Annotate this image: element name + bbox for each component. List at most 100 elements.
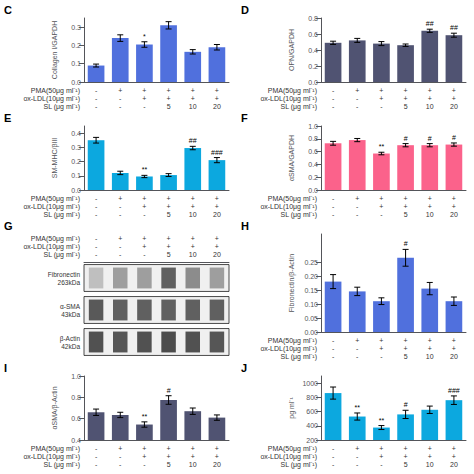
svg-text:Fibronectin: Fibronectin — [48, 271, 81, 278]
svg-text:+: + — [379, 453, 383, 460]
svg-text:+: + — [215, 235, 219, 242]
svg-text:SL (μg ml⁻¹): SL (μg ml⁻¹) — [44, 211, 81, 219]
svg-text:+: + — [191, 195, 195, 202]
svg-text:+: + — [215, 203, 219, 210]
svg-text:+: + — [215, 453, 219, 460]
svg-text:+: + — [428, 195, 432, 202]
svg-text:20: 20 — [213, 211, 221, 218]
svg-text:10: 10 — [426, 461, 434, 468]
svg-text:-: - — [356, 453, 359, 460]
svg-text:ox-LDL(10μg ml⁻¹): ox-LDL(10μg ml⁻¹) — [260, 95, 317, 103]
svg-text:0.3: 0.3 — [71, 24, 81, 31]
svg-text:-: - — [380, 103, 383, 110]
svg-text:+: + — [355, 195, 359, 202]
svg-text:-: - — [119, 95, 122, 102]
svg-text:0.0: 0.0 — [308, 187, 318, 194]
svg-text:-: - — [356, 211, 359, 218]
svg-text:20: 20 — [213, 461, 221, 468]
svg-text:+: + — [191, 243, 195, 250]
svg-text:0.2: 0.2 — [71, 158, 81, 165]
svg-text:+: + — [404, 87, 408, 94]
svg-text:0.8: 0.8 — [308, 135, 318, 142]
svg-text:β-Actin: β-Actin — [60, 335, 81, 343]
svg-text:+: + — [355, 445, 359, 452]
svg-text:**: ** — [142, 413, 148, 420]
svg-text:5: 5 — [404, 461, 408, 468]
svg-text:0.1: 0.1 — [71, 60, 81, 67]
svg-text:0.8: 0.8 — [308, 15, 318, 22]
svg-text:+: + — [355, 337, 359, 344]
svg-text:+: + — [404, 337, 408, 344]
svg-text:-: - — [380, 353, 383, 360]
svg-text:800: 800 — [306, 394, 318, 401]
svg-text:ox-LDL(10μg ml⁻¹): ox-LDL(10μg ml⁻¹) — [23, 453, 80, 461]
svg-text:200: 200 — [306, 437, 318, 444]
svg-text:+: + — [167, 243, 171, 250]
svg-text:+: + — [215, 87, 219, 94]
svg-text:PMA(50μg ml⁻¹): PMA(50μg ml⁻¹) — [268, 337, 317, 345]
svg-text:#: # — [404, 401, 408, 408]
svg-text:0.6: 0.6 — [308, 148, 318, 155]
svg-text:##: ## — [426, 20, 434, 27]
svg-text:+: + — [452, 453, 456, 460]
svg-text:SL (μg ml⁻¹): SL (μg ml⁻¹) — [281, 103, 318, 111]
svg-text:1000: 1000 — [302, 380, 318, 387]
svg-text:0.0: 0.0 — [71, 79, 81, 86]
svg-text:-: - — [119, 251, 122, 258]
svg-text:ox-LDL(10μg ml⁻¹): ox-LDL(10μg ml⁻¹) — [260, 203, 317, 211]
svg-text:-: - — [332, 445, 335, 452]
svg-text:ox-LDL(10μg ml⁻¹): ox-LDL(10μg ml⁻¹) — [260, 453, 317, 461]
svg-text:+: + — [215, 95, 219, 102]
svg-text:+: + — [379, 95, 383, 102]
svg-text:+: + — [379, 337, 383, 344]
svg-text:-: - — [332, 453, 335, 460]
svg-text:+: + — [118, 87, 122, 94]
svg-text:αSMA/β-Actin: αSMA/β-Actin — [51, 386, 59, 429]
svg-text:1.0: 1.0 — [71, 373, 81, 380]
svg-text:-: - — [332, 345, 335, 352]
svg-text:5: 5 — [167, 211, 171, 218]
svg-text:-: - — [356, 461, 359, 468]
svg-text:+: + — [452, 337, 456, 344]
svg-text:+: + — [404, 345, 408, 352]
svg-text:+: + — [355, 87, 359, 94]
svg-text:0.10: 0.10 — [304, 301, 318, 308]
svg-text:Fibronectin/β-Actin: Fibronectin/β-Actin — [288, 254, 296, 313]
svg-text:600: 600 — [306, 408, 318, 415]
svg-text:-: - — [95, 251, 98, 258]
svg-text:-: - — [119, 103, 122, 110]
svg-text:-: - — [95, 461, 98, 468]
svg-text:C: C — [4, 4, 12, 16]
svg-text:#: # — [404, 240, 408, 247]
svg-text:-: - — [356, 353, 359, 360]
svg-text:+: + — [167, 203, 171, 210]
svg-text:0.0: 0.0 — [71, 187, 81, 194]
svg-text:pg ml⁻¹: pg ml⁻¹ — [288, 397, 296, 419]
svg-text:+: + — [404, 203, 408, 210]
svg-text:0.6: 0.6 — [71, 415, 81, 422]
svg-text:H: H — [241, 220, 249, 232]
svg-text:+: + — [379, 87, 383, 94]
svg-text:#: # — [428, 135, 432, 142]
svg-text:PMA(50μg ml⁻¹): PMA(50μg ml⁻¹) — [31, 235, 80, 243]
svg-text:0.3: 0.3 — [71, 144, 81, 151]
svg-text:+: + — [404, 195, 408, 202]
svg-text:PMA(50μg ml⁻¹): PMA(50μg ml⁻¹) — [31, 87, 80, 95]
svg-text:SL (μg ml⁻¹): SL (μg ml⁻¹) — [281, 461, 318, 469]
svg-text:+: + — [215, 243, 219, 250]
svg-text:##: ## — [189, 137, 197, 144]
svg-text:+: + — [428, 445, 432, 452]
svg-text:42kDa: 42kDa — [61, 343, 80, 350]
svg-text:J: J — [241, 362, 247, 374]
svg-text:+: + — [167, 195, 171, 202]
svg-text:-: - — [119, 203, 122, 210]
svg-text:+: + — [191, 453, 195, 460]
svg-text:0.15: 0.15 — [304, 287, 318, 294]
svg-text:-: - — [95, 211, 98, 218]
svg-text:20: 20 — [213, 251, 221, 258]
svg-text:0.05: 0.05 — [304, 315, 318, 322]
svg-text:+: + — [167, 95, 171, 102]
svg-text:+: + — [142, 95, 146, 102]
svg-text:-: - — [332, 95, 335, 102]
svg-text:-: - — [95, 203, 98, 210]
